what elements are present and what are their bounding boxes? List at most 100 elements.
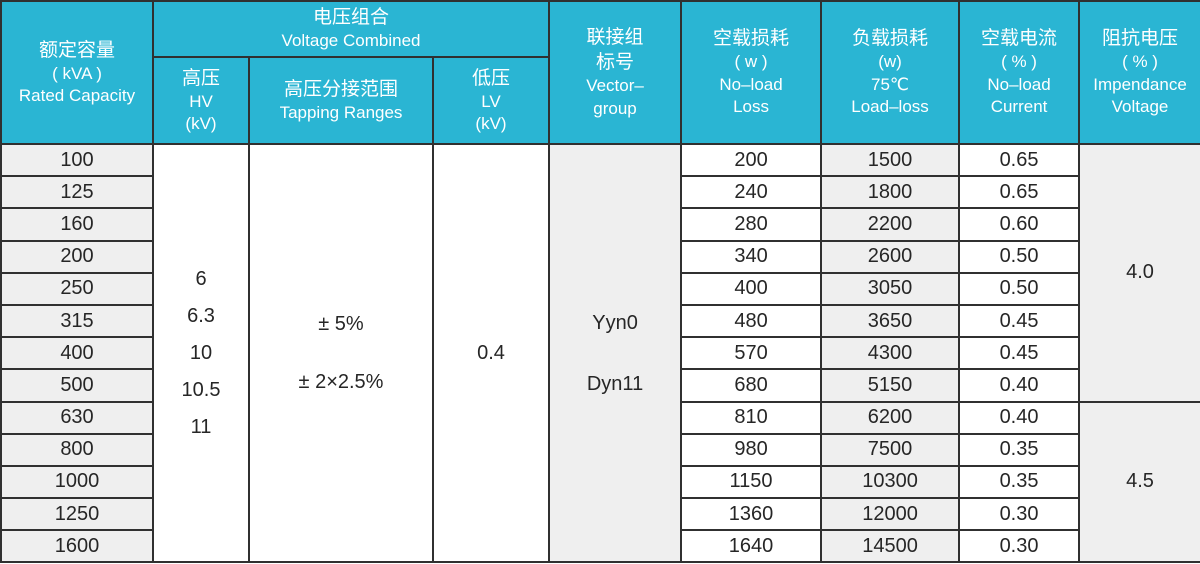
load-loss-cell: 6200 <box>820 400 961 435</box>
header-en: Tapping Ranges <box>279 102 403 122</box>
col-header-tapping-ranges: 高压分接范围 Tapping Ranges <box>248 56 434 145</box>
table-row: 315 480 3650 0.45 <box>0 303 1200 339</box>
header-en: Rated Capacity <box>18 86 136 106</box>
table-row: 250 400 3050 0.50 <box>0 271 1200 306</box>
load-loss-cell: 7500 <box>820 432 961 467</box>
header-en: Load–loss <box>851 97 929 117</box>
lv-value-cell: 0.4 <box>431 142 551 564</box>
vector-group-value: Yyn0 <box>592 311 638 334</box>
hv-value: 6 <box>195 267 207 290</box>
vector-group-cell: Yyn0 Dyn11 <box>548 142 683 564</box>
header-en: Loss <box>733 97 769 117</box>
no-load-current-cell: 0.60 <box>958 207 1081 242</box>
capacity-cell: 500 <box>0 368 154 403</box>
col-header-no-load-loss: 空载损耗 ( w ) No–load Loss <box>680 0 823 145</box>
no-load-loss-cell: 1360 <box>680 497 823 532</box>
col-header-hv: 高压 HV (kV) <box>152 56 250 145</box>
table-body: 100 6 6.3 10 10.5 11 ± 5% ± 2×2.5% 0.4 Yyn0 Dyn11 2… <box>0 142 1200 564</box>
table-row: 400 570 4300 0.45 <box>0 336 1200 371</box>
tapping-value: ± 5% <box>318 313 364 336</box>
header-en: HV <box>189 91 213 111</box>
header-en: No–load <box>719 74 783 94</box>
table-row: 500 680 5150 0.40 <box>0 368 1200 403</box>
capacity-cell: 100 <box>0 142 154 178</box>
header-zh: 阻抗电压 <box>1102 28 1179 50</box>
header-temp: 75℃ <box>871 74 910 94</box>
header-zh: 高压 <box>181 67 220 89</box>
no-load-current-cell: 0.35 <box>958 464 1081 500</box>
no-load-loss-cell: 400 <box>680 271 823 306</box>
col-header-load-loss: 负载损耗 (w) 75℃ Load–loss <box>820 0 961 145</box>
header-en: Voltage Combined <box>281 31 421 51</box>
vector-group-value: Dyn11 <box>586 372 644 395</box>
header-en: Vector– <box>586 76 644 96</box>
no-load-loss-cell: 980 <box>680 432 823 467</box>
load-loss-cell: 12000 <box>820 497 961 532</box>
hv-values-cell: 6 6.3 10 10.5 11 <box>152 142 250 564</box>
header-zh: 空载电流 <box>981 28 1058 50</box>
no-load-current-cell: 0.30 <box>958 529 1081 564</box>
col-group-voltage-combined: 电压组合 Voltage Combined <box>151 0 551 58</box>
capacity-cell: 630 <box>0 400 154 435</box>
no-load-current-cell: 0.65 <box>958 175 1081 210</box>
capacity-cell: 250 <box>0 271 154 306</box>
table-row: 125 240 1800 0.65 <box>0 175 1200 210</box>
col-header-rated-capacity: 额定容量 ( kVA ) Rated Capacity <box>0 0 154 145</box>
header-zh: 低压 <box>472 67 511 89</box>
load-loss-cell: 3050 <box>820 271 961 306</box>
no-load-loss-cell: 340 <box>680 239 823 274</box>
load-loss-cell: 3650 <box>820 303 961 339</box>
col-header-no-load-current: 空载电流 ( % ) No–load Current <box>958 0 1081 145</box>
table-row: 200 340 2600 0.50 <box>0 239 1200 274</box>
col-header-lv: 低压 LV (kV) <box>431 56 551 145</box>
no-load-current-cell: 0.50 <box>958 239 1081 274</box>
capacity-cell: 315 <box>0 303 154 339</box>
capacity-cell: 1600 <box>0 529 154 564</box>
no-load-current-cell: 0.40 <box>958 368 1081 403</box>
hv-value: 10.5 <box>181 378 221 401</box>
capacity-cell: 125 <box>0 175 154 210</box>
load-loss-cell: 10300 <box>820 464 961 500</box>
hv-value: 10 <box>189 341 213 364</box>
header-zh: 额定容量 <box>38 39 115 61</box>
header-unit: (w) <box>878 52 902 72</box>
header-unit: (kV) <box>185 114 217 134</box>
capacity-cell: 400 <box>0 336 154 371</box>
table-row: 100 6 6.3 10 10.5 11 ± 5% ± 2×2.5% 0.4 Yyn0 Dyn11 2… <box>0 142 1200 564</box>
table-row: 630 810 6200 0.40 4.5 <box>0 400 1200 564</box>
tapping-range-cell: ± 5% ± 2×2.5% <box>248 142 434 564</box>
table-row: 1250 1360 12000 0.30 <box>0 497 1200 532</box>
capacity-cell: 1000 <box>0 464 154 500</box>
capacity-cell: 200 <box>0 239 154 274</box>
header-en: Voltage <box>1111 97 1169 117</box>
no-load-current-cell: 0.45 <box>958 303 1081 339</box>
hv-value: 6.3 <box>187 304 215 327</box>
header-zh: 标号 <box>596 52 635 74</box>
capacity-cell: 1250 <box>0 497 154 532</box>
no-load-loss-cell: 280 <box>680 207 823 242</box>
col-header-vector-group: 联接组 标号 Vector– group <box>548 0 683 145</box>
load-loss-cell: 5150 <box>820 368 961 403</box>
tapping-value: ± 2×2.5% <box>298 371 384 394</box>
capacity-cell: 800 <box>0 432 154 467</box>
no-load-loss-cell: 240 <box>680 175 823 210</box>
header-zh: 联接组 <box>586 26 644 48</box>
header-unit: (kV) <box>475 114 507 134</box>
load-loss-cell: 2200 <box>820 207 961 242</box>
header-en: Impendance <box>1093 74 1187 94</box>
header-zh: 高压分接范围 <box>283 78 398 100</box>
header-unit: ( % ) <box>1001 52 1037 72</box>
col-header-impedance-voltage: 阻抗电压 ( % ) Impendance Voltage <box>1078 0 1200 145</box>
header-unit: ( kVA ) <box>52 63 102 83</box>
no-load-loss-cell: 200 <box>680 142 823 178</box>
header-en: No–load <box>987 74 1051 94</box>
no-load-current-cell: 0.40 <box>958 400 1081 435</box>
load-loss-cell: 2600 <box>820 239 961 274</box>
table-row: 160 280 2200 0.60 <box>0 207 1200 242</box>
no-load-loss-cell: 810 <box>680 400 823 435</box>
header-row-group: 额定容量 ( kVA ) Rated Capacity 电压组合 Voltage… <box>0 0 1200 145</box>
load-loss-cell: 1500 <box>820 142 961 178</box>
header-unit: ( % ) <box>1122 52 1158 72</box>
